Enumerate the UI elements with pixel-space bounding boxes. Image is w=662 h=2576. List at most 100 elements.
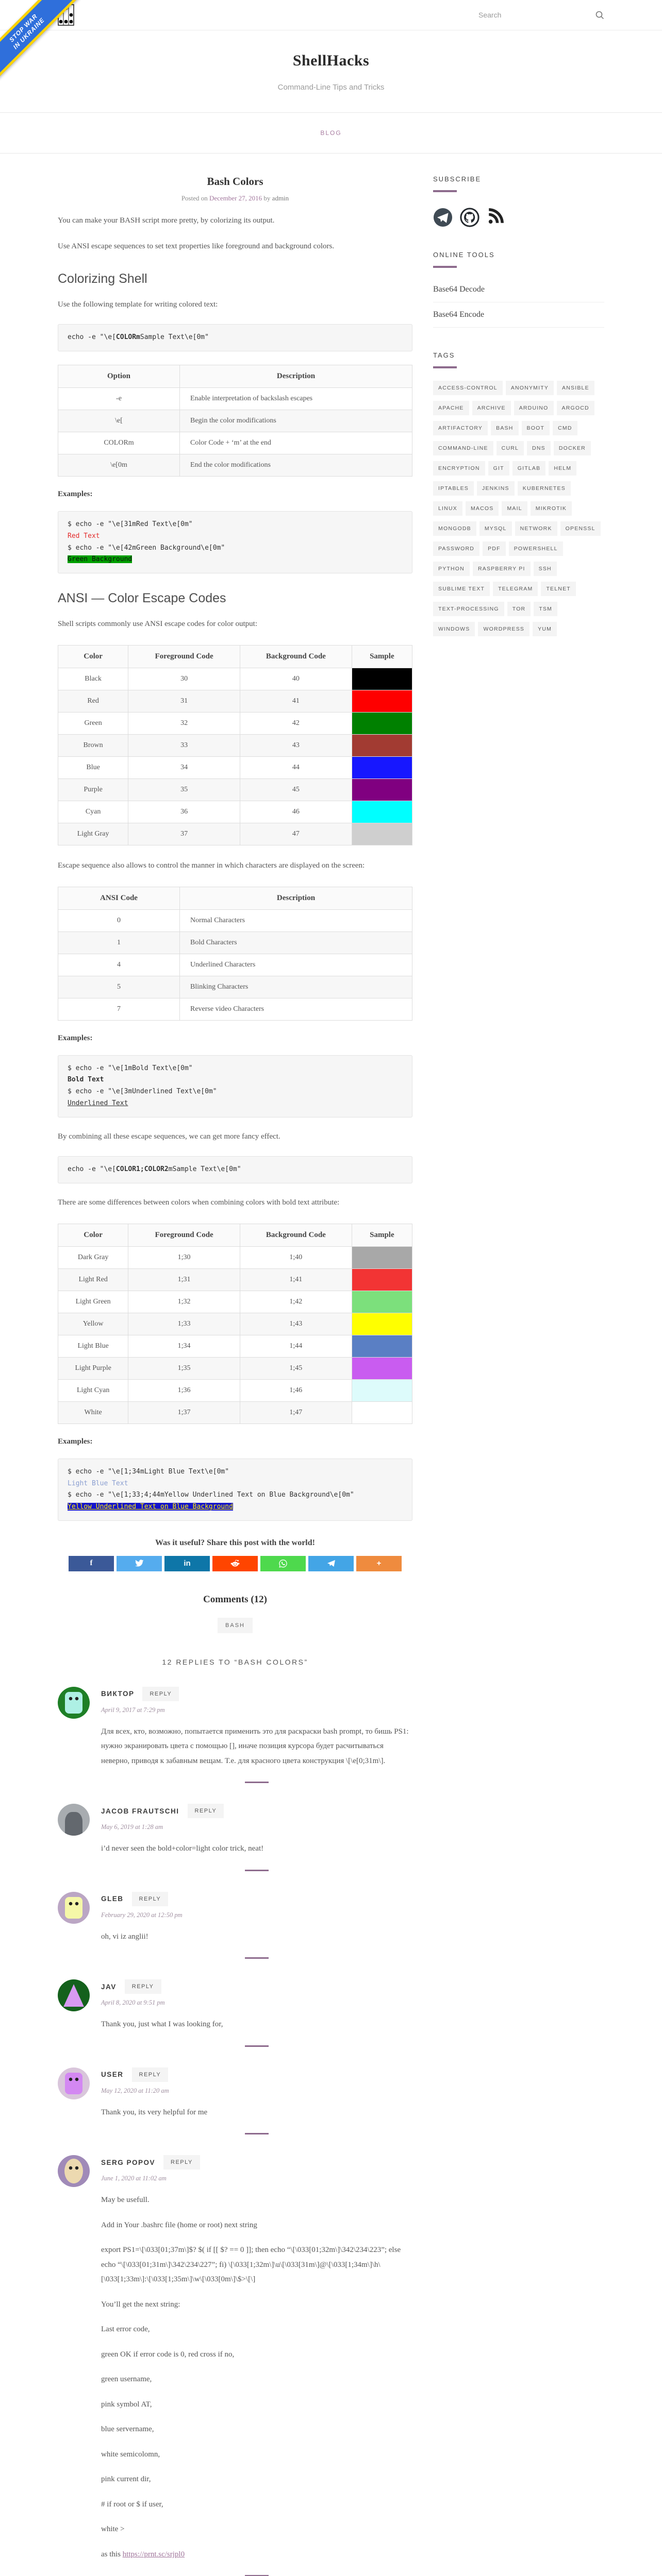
comment-date[interactable]: April 9, 2017 at 7:29 pm — [101, 1706, 165, 1714]
online-tool-link[interactable]: Base64 Encode — [433, 310, 485, 319]
tag-link[interactable]: ANSIBLE — [557, 381, 594, 395]
tag-link[interactable]: ARDUINO — [514, 401, 554, 415]
share-twitter-button[interactable] — [117, 1555, 162, 1571]
tag-link[interactable]: IPTABLES — [433, 481, 474, 496]
tag-link[interactable]: OPENSSL — [560, 521, 601, 536]
tag-link[interactable]: TELNET — [541, 582, 576, 596]
tag-link[interactable]: DOCKER — [553, 441, 591, 455]
tag-link[interactable]: NETWORK — [515, 521, 557, 536]
tag-link[interactable]: MIKROTIK — [530, 501, 572, 516]
table-cell: 1 — [58, 931, 180, 954]
tag-link[interactable]: ARGOCD — [556, 401, 594, 415]
tag-link[interactable]: GITLAB — [512, 461, 546, 476]
monster-face — [65, 1896, 82, 1919]
tag-link[interactable]: JENKINS — [477, 481, 515, 496]
tag-link[interactable]: WORDPRESS — [478, 622, 530, 636]
comment-date[interactable]: May 12, 2020 at 11:20 am — [101, 2087, 169, 2094]
online-tool-link[interactable]: Base64 Decode — [433, 285, 485, 294]
share-linkedin-button[interactable]: in — [164, 1555, 210, 1571]
comment-date[interactable]: June 1, 2020 at 11:02 am — [101, 2175, 167, 2182]
tag-link[interactable]: ACCESS-CONTROL — [433, 381, 503, 395]
share-reddit-button[interactable] — [212, 1555, 258, 1571]
reply-button[interactable]: REPLY — [142, 1686, 179, 1701]
table-row: Light Gray 37 47 — [57, 822, 413, 845]
tag-link[interactable]: BASH — [491, 421, 519, 435]
tag-link[interactable]: POWERSHELL — [508, 541, 563, 556]
tag-link[interactable]: ANONYMITY — [505, 381, 554, 395]
comment-header: GLEB REPLY — [101, 1891, 412, 1906]
tag-link[interactable]: PDF — [483, 541, 506, 556]
tag-link[interactable]: TELEGRAM — [493, 582, 538, 596]
tag-link[interactable]: ARTIFACTORY — [433, 421, 488, 435]
comment-paragraph: Для всех, кто, возможно, попытается прим… — [101, 1727, 409, 1765]
tag-link[interactable]: PASSWORD — [433, 541, 480, 556]
table-cell: 1;35 — [128, 1357, 240, 1380]
tag-link[interactable]: MYSQL — [479, 521, 512, 536]
tag-link[interactable]: GIT — [488, 461, 509, 476]
share-facebook-button[interactable]: f — [69, 1555, 114, 1571]
reply-button[interactable]: REPLY — [131, 1891, 169, 1906]
comment-date[interactable]: April 8, 2020 at 9:51 pm — [101, 1999, 165, 2007]
tag-link[interactable]: WINDOWS — [433, 622, 475, 636]
table-cell: Light Purple — [57, 1357, 129, 1380]
tag-link[interactable]: MONGODB — [433, 521, 476, 536]
sidebar-tags-section: TAGS ACCESS-CONTROL ANONYMITY ANSIBLE APACH… — [433, 351, 604, 642]
tag-link[interactable]: BOOT — [521, 421, 550, 435]
code-segment: Green Background — [68, 555, 133, 564]
tag-link[interactable]: TOR — [507, 602, 531, 616]
share-whatsapp-button[interactable] — [260, 1555, 306, 1571]
tag-link[interactable]: CURL — [496, 441, 524, 455]
paragraph: Use the following template for writing c… — [58, 300, 218, 309]
comment-paragraph: pink symbol AT, — [101, 2400, 152, 2409]
reply-button[interactable]: REPLY — [124, 1979, 161, 1994]
table-header: Color Foreground Code Background Code Sampl… — [57, 645, 413, 668]
table-cell: Underlined Characters — [179, 953, 412, 976]
tag-link[interactable]: SUBLIME TEXT — [433, 582, 490, 596]
tag-link[interactable]: MAIL — [502, 501, 527, 516]
comment-date[interactable]: May 6, 2019 at 1:28 am — [101, 1823, 163, 1831]
comment-date[interactable]: February 29, 2020 at 12:50 pm — [101, 1911, 183, 1919]
heading-accent-bar — [433, 366, 457, 368]
tag-link[interactable]: TSM — [534, 602, 558, 616]
post-author-link[interactable]: admin — [272, 194, 289, 202]
tag-link[interactable]: TEXT-PROCESSING — [433, 602, 504, 616]
nav-blog-link[interactable]: BLOG — [320, 129, 342, 137]
reply-button[interactable]: REPLY — [131, 2067, 169, 2082]
reply-button[interactable]: REPLY — [163, 2155, 200, 2170]
search-button[interactable] — [595, 10, 604, 20]
tag-link[interactable]: YUM — [533, 622, 557, 636]
color-sample-swatch — [351, 689, 413, 713]
tag-link[interactable]: KUBERNETES — [517, 481, 571, 496]
code-segment: Yellow Underlined Text on Blue Backgroun… — [68, 1503, 233, 1511]
tag-link[interactable]: PYTHON — [433, 562, 470, 576]
rss-link[interactable] — [487, 208, 504, 227]
table-row: -e Enable interpretation of backslash esc… — [58, 387, 412, 410]
column-header: Description — [179, 365, 412, 388]
tag-link[interactable]: CMD — [553, 421, 577, 435]
post-tag-bash[interactable]: BASH — [218, 1617, 253, 1633]
tag-link[interactable]: ENCRYPTION — [433, 461, 485, 476]
tag-link[interactable]: MACOS — [465, 501, 499, 516]
tag-link[interactable]: ARCHIVE — [472, 401, 511, 415]
github-link[interactable] — [460, 208, 479, 227]
table-cell: Light Red — [57, 1268, 129, 1291]
avatar — [58, 1686, 90, 1719]
comments-list: ВИКТОР REPLY April 9, 2017 at 7:29 pm Для в… — [58, 1686, 412, 2576]
share-share-more-button[interactable]: + — [356, 1555, 402, 1571]
telegram-link[interactable] — [433, 208, 453, 227]
tag-link[interactable]: HELM — [549, 461, 577, 476]
comment-link[interactable]: https://prnt.sc/srjpl0 — [122, 2550, 185, 2558]
tag-link[interactable]: RASPBERRY PI — [472, 562, 531, 576]
share-buttons-row: f in + — [58, 1555, 412, 1571]
search-input[interactable] — [477, 10, 588, 20]
post-date-link[interactable]: December 27, 2016 — [209, 194, 262, 202]
table-cell: Yellow — [57, 1312, 129, 1335]
tag-link[interactable]: LINUX — [433, 501, 462, 516]
avatar — [58, 1804, 90, 1836]
tag-link[interactable]: DNS — [527, 441, 551, 455]
tag-link[interactable]: APACHE — [433, 401, 469, 415]
tag-link[interactable]: COMMAND-LINE — [433, 441, 493, 455]
tag-link[interactable]: SSH — [533, 562, 557, 576]
share-telegram-button[interactable] — [308, 1555, 354, 1571]
reply-button[interactable]: REPLY — [187, 1804, 224, 1819]
